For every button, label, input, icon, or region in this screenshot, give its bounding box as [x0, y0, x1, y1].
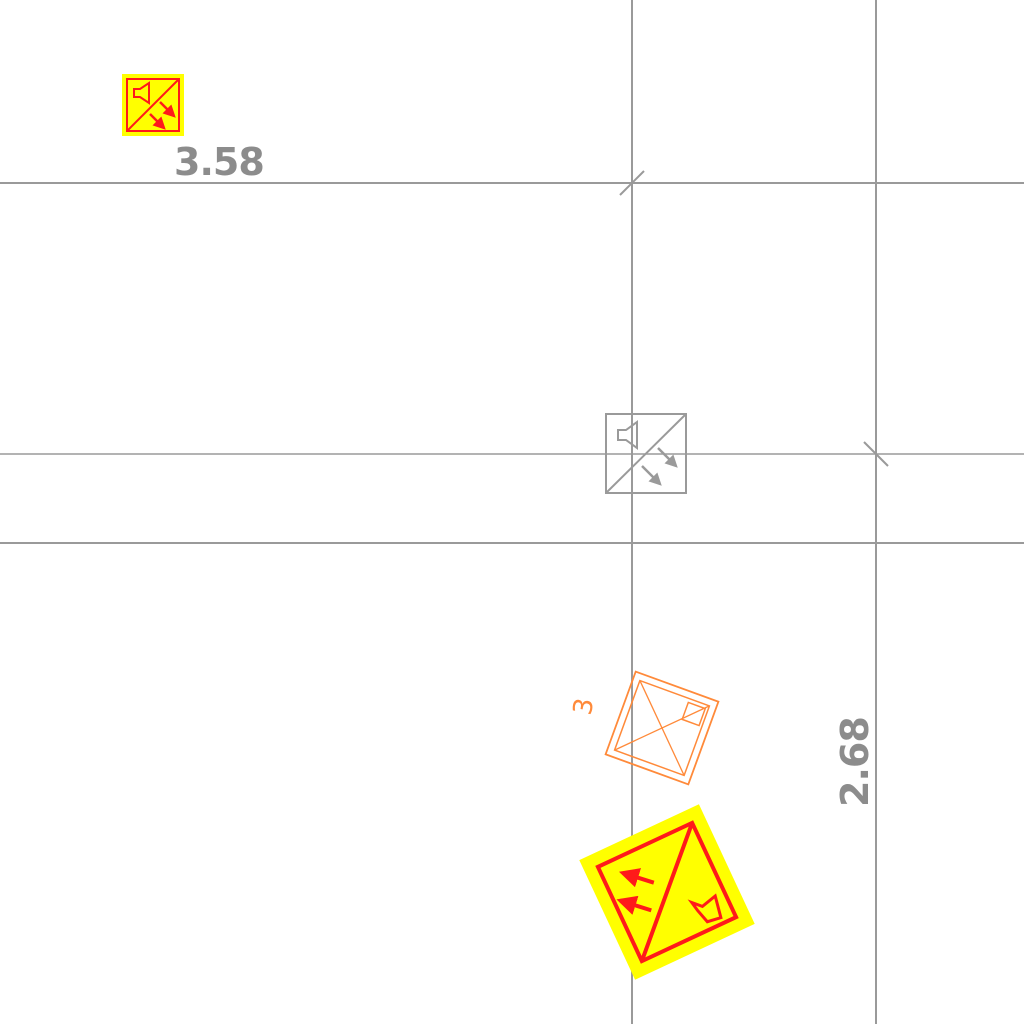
- speaker-symbol-highlighted-small[interactable]: [122, 74, 184, 136]
- dimension-label-horizontal: 3.58: [174, 140, 264, 184]
- speaker-icon: [687, 893, 723, 924]
- symbol-frame: [126, 78, 180, 132]
- arrow-icon: [149, 113, 166, 130]
- dimension-label-vertical: 2.68: [833, 717, 877, 807]
- tick-mark-a: [619, 170, 645, 196]
- device-inner-frame: [613, 679, 711, 777]
- arrow-icon: [657, 447, 678, 468]
- speaker-icon: [617, 420, 638, 450]
- arrow-icon: [641, 465, 662, 486]
- device-outer-frame: [604, 670, 720, 786]
- speaker-device-orange[interactable]: [604, 670, 720, 786]
- symbol-diagonal: [639, 822, 695, 962]
- arrow-icon: [159, 101, 176, 118]
- arrow-icon: [616, 895, 652, 915]
- arrow-icon: [618, 868, 655, 888]
- symbol-diagonal: [126, 78, 180, 132]
- speaker-symbol-highlighted-large[interactable]: [579, 804, 755, 980]
- device-diagonal: [614, 705, 710, 751]
- speaker-icon: [133, 81, 150, 105]
- device-tag: 3: [568, 696, 600, 718]
- speaker-symbol-gray[interactable]: [605, 413, 687, 494]
- device-corner-square: [681, 701, 707, 727]
- tick-mark-b: [863, 441, 889, 467]
